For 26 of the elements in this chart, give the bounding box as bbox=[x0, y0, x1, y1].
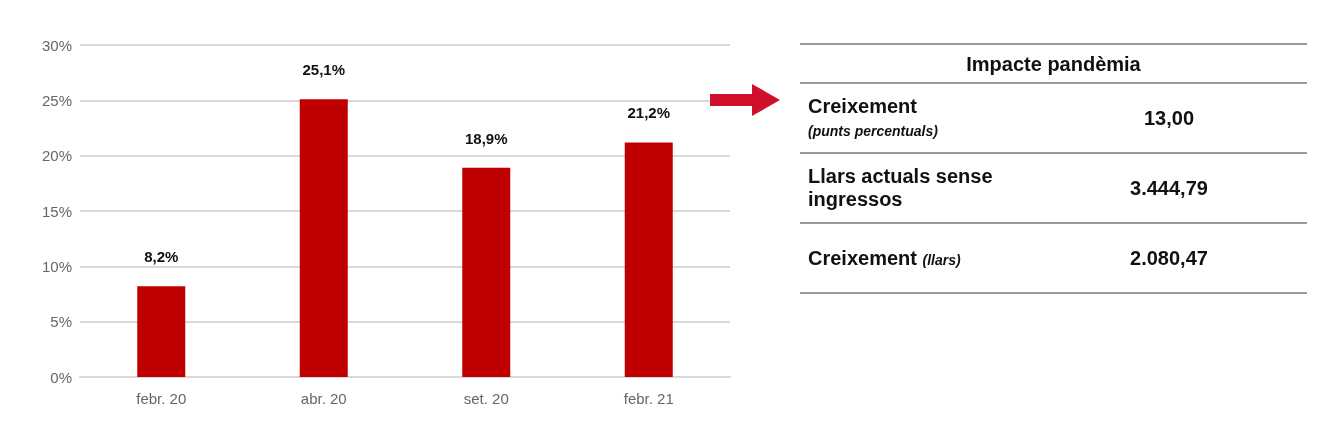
bar bbox=[299, 99, 348, 377]
text: 13,00 bbox=[1143, 106, 1195, 129]
y-tick-label: 20% bbox=[41, 147, 72, 165]
y-tick-label: 0% bbox=[50, 368, 72, 386]
category-label: Creixement (llars) bbox=[800, 223, 1031, 293]
bar bbox=[137, 286, 186, 377]
y-tick-label: 30% bbox=[41, 36, 72, 54]
data-label: 25,1% bbox=[302, 61, 346, 79]
x-tick-label: febr. 20 bbox=[136, 390, 187, 407]
x-tick-label: set. 20 bbox=[463, 390, 509, 407]
y-tick-label: 25% bbox=[41, 91, 72, 109]
category-label: Creixement (punts percentuals) bbox=[800, 83, 1031, 153]
category-label: Llars actuals sense ingressos bbox=[800, 153, 1031, 223]
text: 2.080,47 bbox=[1130, 246, 1208, 269]
y-tick-label: 15% bbox=[41, 202, 72, 220]
text: Impacte pandèmia bbox=[800, 44, 1307, 83]
text: 3.444,79 bbox=[1130, 176, 1208, 199]
bar bbox=[462, 167, 511, 377]
x-tick-label: abr. 20 bbox=[300, 390, 347, 407]
data-label: 21,2% bbox=[627, 104, 671, 122]
data-label: 8,2% bbox=[144, 248, 179, 266]
x-tick-label: febr. 21 bbox=[623, 390, 674, 407]
y-tick-label: 5% bbox=[50, 313, 72, 331]
y-tick-label: 10% bbox=[41, 257, 72, 275]
bar bbox=[624, 142, 673, 377]
data-label: 18,9% bbox=[464, 129, 508, 147]
